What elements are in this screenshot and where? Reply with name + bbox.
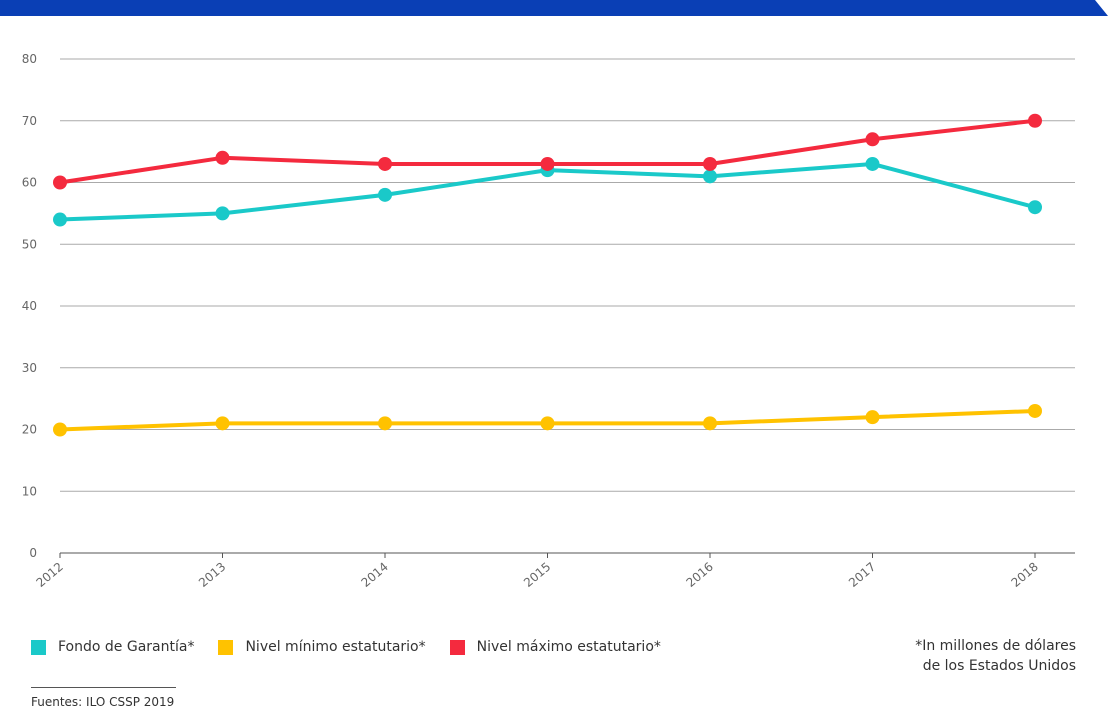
- series-1-point: [53, 422, 67, 437]
- legend-item-maximo: Nivel máximo estatutario*: [449, 639, 661, 655]
- source-divider: [31, 687, 176, 688]
- x-tick-label: 2015: [521, 560, 553, 590]
- x-axis: 2012 2013 2014 2015 2016 2017 2018: [34, 552, 1075, 590]
- y-tick-label: 20: [22, 423, 37, 437]
- legend-item-fondo: Fondo de Garantía*: [31, 639, 194, 655]
- legend-label-minimo: Nivel mínimo estatutario*: [245, 639, 426, 655]
- series-2-point: [703, 156, 717, 171]
- x-tick-label: 2014: [359, 560, 391, 590]
- series-2-point: [1028, 113, 1042, 128]
- legend-label-fondo: Fondo de Garantía*: [58, 639, 195, 655]
- units-note: *In millones de dólares de los Estados U…: [915, 636, 1076, 676]
- y-tick-label: 60: [22, 176, 37, 190]
- x-tick-label: 2013: [196, 560, 228, 590]
- series-0-point: [703, 169, 717, 184]
- units-note-line1: *In millones de dólares: [915, 638, 1076, 654]
- y-tick-label: 50: [22, 237, 37, 251]
- series-2-point: [53, 175, 67, 190]
- legend-swatch-minimo: [218, 639, 234, 655]
- header-banner: [0, 0, 1108, 16]
- y-tick-label: 30: [22, 361, 37, 375]
- series-2-point: [215, 150, 230, 165]
- series-1-point: [703, 416, 717, 431]
- legend-swatch-fondo: [31, 639, 46, 655]
- legend-swatch-maximo: [449, 639, 465, 655]
- series-0-point: [865, 156, 880, 171]
- series-layer: [53, 113, 1042, 437]
- series-1-point: [540, 416, 555, 431]
- series-0-point: [215, 206, 230, 221]
- units-note-line2: de los Estados Unidos: [922, 658, 1076, 674]
- y-tick-label: 40: [22, 299, 37, 313]
- series-2-point: [540, 156, 555, 171]
- x-tick-label: 2016: [684, 560, 716, 590]
- legend-label-maximo: Nivel máximo estatutario*: [476, 639, 661, 655]
- y-axis-ticks: 0 10 20 30 40 50 60 70 80: [22, 52, 37, 560]
- y-tick-label: 80: [22, 52, 37, 66]
- series-1-point: [865, 410, 880, 425]
- series-1-point: [1028, 403, 1042, 418]
- legend: Fondo de Garantía* Nivel mínimo estatuta…: [31, 637, 685, 657]
- series-1-point: [378, 416, 392, 431]
- x-tick-label: 2017: [846, 560, 878, 590]
- y-tick-label: 0: [29, 546, 37, 560]
- series-0-point: [1028, 200, 1042, 215]
- series-2-point: [378, 156, 392, 171]
- legend-item-minimo: Nivel mínimo estatutario*: [218, 639, 426, 655]
- y-tick-label: 70: [22, 114, 37, 128]
- series-1-point: [215, 416, 230, 431]
- grid-lines: [60, 58, 1075, 492]
- source-text: Fuentes: ILO CSSP 2019: [31, 695, 175, 709]
- series-2-point: [865, 132, 880, 147]
- x-tick-label: 2012: [34, 560, 66, 590]
- series-0-point: [378, 187, 392, 202]
- y-tick-label: 10: [22, 484, 37, 498]
- series-0-point: [53, 212, 67, 227]
- x-tick-label: 2018: [1009, 560, 1041, 590]
